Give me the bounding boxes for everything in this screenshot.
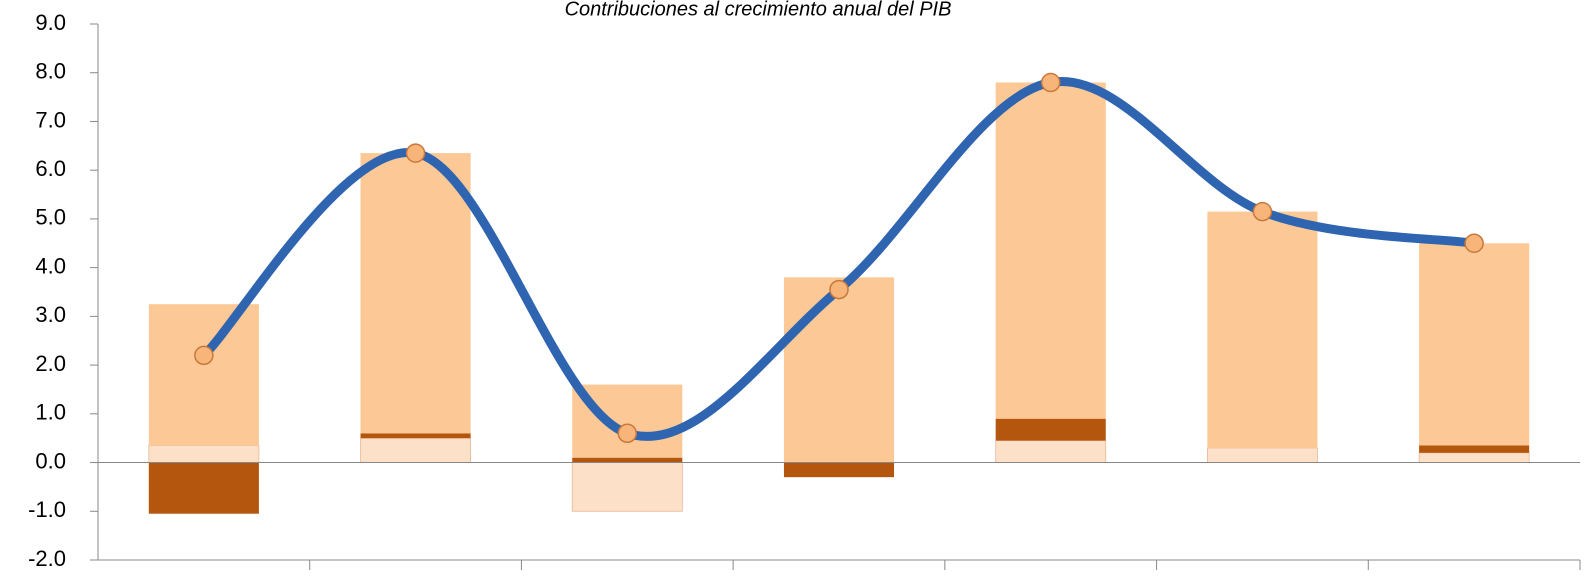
- line-marker: [829, 279, 849, 300]
- y-tick-label: 8.0: [35, 59, 66, 84]
- line-marker: [1464, 233, 1484, 254]
- bar-segment: [995, 440, 1107, 463]
- bar-segment: [360, 437, 472, 463]
- bar-segment: [1206, 447, 1318, 463]
- y-tick-label: 1.0: [35, 400, 66, 425]
- y-tick-label: 4.0: [35, 253, 66, 278]
- bar-segment: [1419, 243, 1530, 446]
- y-tick-label: 0.0: [35, 448, 66, 473]
- bar-segment: [783, 462, 895, 478]
- line-marker: [1252, 201, 1273, 222]
- y-tick-label: 3.0: [35, 302, 66, 327]
- y-tick-label: -1.0: [28, 497, 66, 522]
- bar-segment: [1207, 211, 1318, 448]
- line-marker: [405, 143, 426, 163]
- bar-segment: [148, 304, 259, 446]
- bar-segment: [360, 153, 471, 434]
- line-marker: [617, 423, 638, 444]
- bar-segment: [1418, 452, 1530, 463]
- y-tick-label: 2.0: [35, 351, 66, 376]
- bar-segment: [360, 433, 471, 439]
- y-tick-label: 7.0: [35, 107, 66, 132]
- bar-segment: [783, 277, 895, 463]
- y-tick-label: 9.0: [35, 10, 66, 35]
- line-marker: [194, 345, 214, 366]
- bar-segment: [995, 418, 1106, 441]
- bar-segment: [571, 462, 683, 512]
- bar-segment: [572, 457, 683, 463]
- chart-title: Contribuciones al crecimiento anual del …: [565, 0, 952, 20]
- y-tick-label: 6.0: [35, 156, 66, 181]
- bar-segment: [148, 445, 260, 463]
- y-tick-label: 5.0: [35, 205, 66, 230]
- y-tick-label: -2.0: [28, 546, 66, 571]
- line-marker: [1040, 72, 1061, 93]
- bar-segment: [1419, 445, 1530, 453]
- bar-segment: [995, 82, 1106, 419]
- bar-segment: [148, 462, 259, 514]
